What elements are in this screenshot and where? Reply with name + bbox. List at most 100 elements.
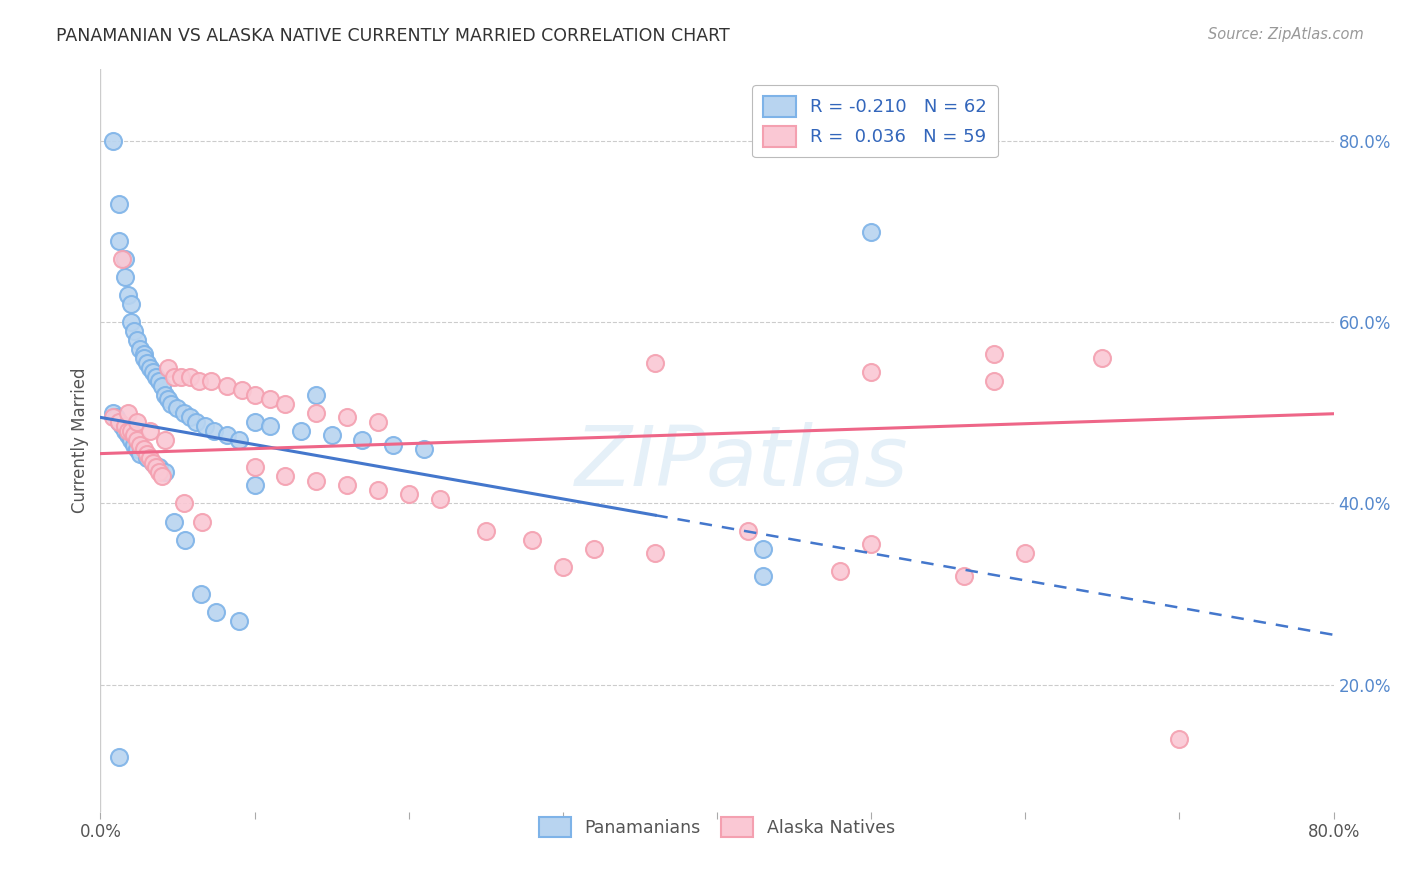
Point — [114, 419, 136, 434]
Point — [190, 587, 212, 601]
Point — [205, 605, 228, 619]
Point — [243, 388, 266, 402]
Point — [228, 614, 250, 628]
Point — [231, 383, 253, 397]
Point — [1014, 546, 1036, 560]
Point — [153, 388, 176, 402]
Point — [163, 515, 186, 529]
Point — [474, 524, 496, 538]
Point — [138, 451, 160, 466]
Point — [336, 410, 359, 425]
Point — [120, 315, 142, 329]
Point — [114, 269, 136, 284]
Point — [135, 451, 157, 466]
Point — [160, 397, 183, 411]
Point — [398, 487, 420, 501]
Point — [274, 469, 297, 483]
Point — [153, 465, 176, 479]
Point — [752, 569, 775, 583]
Point — [184, 415, 207, 429]
Point — [305, 474, 328, 488]
Point — [101, 406, 124, 420]
Point — [1091, 351, 1114, 366]
Point — [321, 428, 343, 442]
Point — [108, 415, 131, 429]
Point — [860, 537, 883, 551]
Point — [108, 750, 131, 764]
Point — [108, 234, 131, 248]
Point — [132, 347, 155, 361]
Point — [108, 415, 131, 429]
Point — [860, 365, 883, 379]
Point — [108, 197, 131, 211]
Point — [367, 483, 389, 497]
Point — [142, 456, 165, 470]
Point — [336, 478, 359, 492]
Point — [243, 478, 266, 492]
Point — [188, 374, 211, 388]
Point — [114, 424, 136, 438]
Point — [150, 378, 173, 392]
Point — [215, 378, 238, 392]
Point — [367, 415, 389, 429]
Point — [120, 424, 142, 438]
Point — [157, 360, 180, 375]
Point — [830, 565, 852, 579]
Point — [132, 442, 155, 456]
Point — [153, 433, 176, 447]
Point — [142, 456, 165, 470]
Point — [352, 433, 374, 447]
Point — [191, 515, 214, 529]
Point — [737, 524, 759, 538]
Point — [413, 442, 436, 456]
Point — [305, 406, 328, 420]
Point — [194, 419, 217, 434]
Point — [138, 424, 160, 438]
Point — [179, 369, 201, 384]
Text: ZIPatlas: ZIPatlas — [575, 422, 908, 503]
Point — [169, 369, 191, 384]
Point — [122, 437, 145, 451]
Point — [429, 491, 451, 506]
Point — [150, 469, 173, 483]
Point — [243, 460, 266, 475]
Point — [117, 406, 139, 420]
Point — [582, 541, 605, 556]
Point — [952, 569, 974, 583]
Point — [138, 360, 160, 375]
Legend: Panamanians, Alaska Natives: Panamanians, Alaska Natives — [533, 810, 901, 844]
Point — [142, 365, 165, 379]
Point — [127, 334, 149, 348]
Point — [129, 447, 152, 461]
Point — [157, 392, 180, 407]
Point — [644, 356, 666, 370]
Point — [135, 447, 157, 461]
Point — [228, 433, 250, 447]
Point — [215, 428, 238, 442]
Point — [163, 369, 186, 384]
Point — [129, 343, 152, 357]
Point — [644, 546, 666, 560]
Point — [752, 541, 775, 556]
Text: PANAMANIAN VS ALASKA NATIVE CURRENTLY MARRIED CORRELATION CHART: PANAMANIAN VS ALASKA NATIVE CURRENTLY MA… — [56, 27, 730, 45]
Point — [120, 433, 142, 447]
Point — [111, 252, 134, 266]
Point — [145, 369, 167, 384]
Point — [122, 324, 145, 338]
Point — [305, 388, 328, 402]
Point — [200, 374, 222, 388]
Point — [114, 252, 136, 266]
Point — [104, 410, 127, 425]
Point — [520, 533, 543, 547]
Point — [259, 419, 281, 434]
Point — [120, 297, 142, 311]
Point — [551, 560, 574, 574]
Point — [1168, 732, 1191, 747]
Point — [148, 465, 170, 479]
Point — [145, 460, 167, 475]
Point — [274, 397, 297, 411]
Point — [148, 460, 170, 475]
Point — [204, 424, 226, 438]
Point — [122, 428, 145, 442]
Text: Source: ZipAtlas.com: Source: ZipAtlas.com — [1208, 27, 1364, 42]
